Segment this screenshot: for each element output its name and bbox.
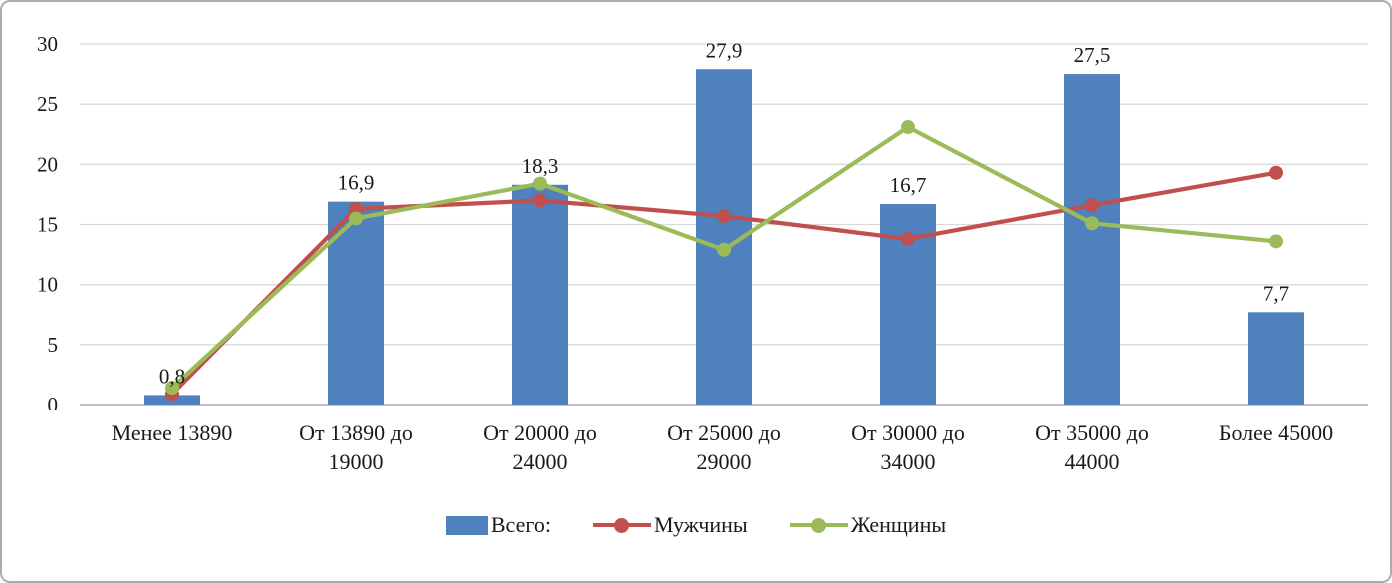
x-axis-label: Менее 13890 bbox=[111, 420, 233, 445]
bar bbox=[512, 184, 568, 405]
x-axis-labels: Менее 13890 От 13890 до 19000 От 20000 до … bbox=[2, 410, 1390, 498]
legend-item-total: Всего: bbox=[445, 512, 551, 538]
legend-label-women: Женщины bbox=[850, 512, 947, 537]
legend-line-swatch-women bbox=[789, 515, 848, 535]
marker-series-1 bbox=[533, 176, 547, 191]
legend-label-total: Всего: bbox=[490, 512, 551, 537]
x-axis-label: От 30000 до 34000 bbox=[851, 420, 965, 475]
x-axis-label: От 25000 до 29000 bbox=[667, 420, 781, 475]
marker-series-1 bbox=[349, 211, 363, 226]
plot-area: 0 5 10 15 20 25 30 0,8 16,9 18,3 27,9 16,7 27,5 7,7 bbox=[37, 32, 1368, 410]
bar-value-label: 27,9 bbox=[706, 38, 743, 62]
marker-series-0 bbox=[533, 193, 547, 208]
x-axis-label: От 35000 до 44000 bbox=[1035, 420, 1149, 475]
marker-series-1 bbox=[1269, 234, 1283, 249]
y-tick-label: 5 bbox=[48, 333, 59, 357]
bar-value-label: 16,9 bbox=[338, 171, 375, 195]
x-axis-label: От 13890 до 19000 bbox=[299, 420, 413, 475]
marker-series-1 bbox=[717, 242, 731, 257]
legend-item-men: Мужчины bbox=[592, 512, 748, 538]
x-axis-label: Более 45000 bbox=[1218, 420, 1334, 445]
bar bbox=[1064, 74, 1120, 405]
marker-series-0 bbox=[349, 201, 363, 216]
marker-series-0 bbox=[901, 231, 915, 246]
legend-item-women: Женщины bbox=[789, 512, 947, 538]
bar-value-label: 18,3 bbox=[522, 154, 559, 178]
legend-line-swatch-men bbox=[592, 515, 651, 535]
y-tick-label: 10 bbox=[37, 273, 58, 297]
bar-value-label: 0,8 bbox=[159, 364, 185, 388]
marker-series-1 bbox=[165, 381, 179, 396]
bar-value-label: 27,5 bbox=[1074, 43, 1111, 67]
bar-value-label: 16,7 bbox=[890, 173, 927, 197]
bar bbox=[1248, 312, 1304, 405]
y-tick-label: 30 bbox=[37, 32, 58, 56]
marker-series-1 bbox=[1085, 216, 1099, 231]
y-tick-label: 15 bbox=[37, 213, 58, 237]
chart-legend: Всего: Мужчины Женщины bbox=[2, 512, 1390, 538]
marker-series-0 bbox=[1085, 198, 1099, 213]
y-tick-label: 25 bbox=[37, 92, 58, 116]
bar bbox=[328, 201, 384, 405]
legend-bar-swatch bbox=[445, 515, 488, 535]
marker-series-1 bbox=[901, 120, 915, 135]
marker-series-0 bbox=[1269, 165, 1283, 180]
legend-label-men: Мужчины bbox=[653, 512, 748, 537]
bar-value-label: 7,7 bbox=[1263, 281, 1289, 305]
marker-series-0 bbox=[717, 209, 731, 224]
y-tick-label: 20 bbox=[37, 152, 58, 176]
x-axis-label: От 20000 до 24000 bbox=[483, 420, 597, 475]
y-tick-label: 0 bbox=[48, 393, 59, 410]
